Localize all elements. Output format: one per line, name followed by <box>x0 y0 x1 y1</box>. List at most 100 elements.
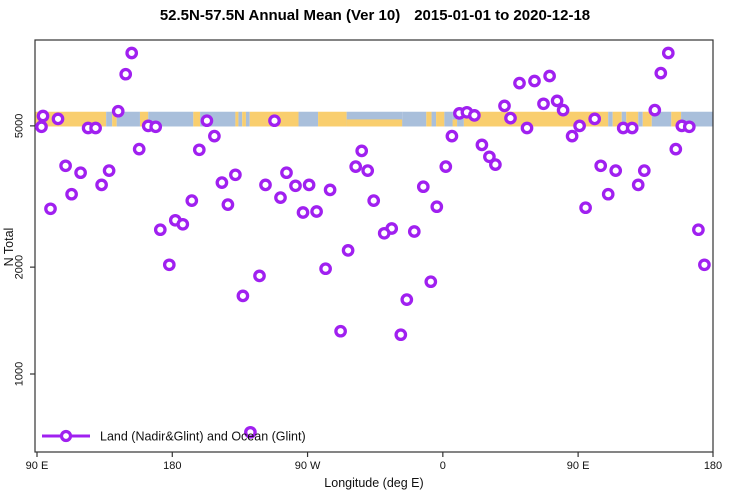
data-point <box>394 328 408 342</box>
data-point <box>200 114 214 128</box>
chart-title: 52.5N-57.5N Annual Mean (Ver 10) 2015-01-… <box>0 7 750 24</box>
map-band-segment-ocean <box>402 111 427 127</box>
data-point <box>355 144 369 158</box>
data-points <box>35 46 711 439</box>
data-point <box>310 205 323 218</box>
data-point <box>323 183 337 197</box>
y-axis-label: N Total <box>2 228 16 267</box>
map-band-segment-land <box>452 119 458 127</box>
data-point <box>692 223 705 237</box>
data-point <box>125 46 139 60</box>
map-band-segment-ocean <box>638 111 643 127</box>
y-tick-label: 1000 <box>14 362 26 386</box>
data-point <box>445 129 459 143</box>
data-point <box>520 121 534 135</box>
map-band-segment-land <box>426 111 432 127</box>
map-band-segment-land <box>112 111 117 127</box>
data-point <box>153 223 167 237</box>
data-point <box>274 191 287 204</box>
data-point <box>648 103 662 117</box>
data-point <box>289 179 302 193</box>
data-point <box>215 176 229 189</box>
map-band-segment-ocean <box>431 111 437 127</box>
map-band-segment-ocean <box>608 111 613 127</box>
data-point <box>468 109 481 122</box>
data-point <box>236 289 250 303</box>
data-point <box>176 217 190 231</box>
data-point <box>244 425 257 439</box>
x-tick-label: 180 <box>704 460 722 472</box>
data-point <box>44 202 57 216</box>
data-point <box>588 112 602 126</box>
legend-label: Land (Nadir&Glint) and Ocean (Glint) <box>100 430 306 444</box>
data-point <box>377 226 391 240</box>
map-band-segment-ocean <box>444 111 453 127</box>
data-point <box>669 142 683 156</box>
x-tick-label: 180 <box>163 460 181 472</box>
data-point <box>698 258 711 272</box>
map-band-segment-land <box>612 111 622 127</box>
map-band-segment-land <box>463 111 609 127</box>
data-point <box>483 150 496 164</box>
data-point <box>302 178 316 192</box>
map-band-segment-land <box>642 111 652 127</box>
data-point <box>132 142 146 156</box>
data-point <box>594 159 608 173</box>
chart-title-dates: 2015-01-01 to 2020-12-18 <box>414 7 591 24</box>
x-tick-label: 0 <box>440 460 446 472</box>
data-point <box>407 225 421 238</box>
data-point <box>579 201 592 215</box>
data-point <box>229 168 242 182</box>
data-point <box>416 180 430 194</box>
data-point <box>268 114 281 128</box>
axes: 90 E 180 90 W 0 90 E 180 1000 2000 5000 <box>14 39 722 472</box>
legend-marker-icon <box>59 429 73 443</box>
legend: Land (Nadir&Glint) and Ocean (Glint) <box>42 430 306 444</box>
data-point <box>334 324 347 338</box>
x-axis-label: Longitude (deg E) <box>324 476 423 490</box>
data-point <box>192 143 206 157</box>
data-point <box>625 121 639 135</box>
data-point <box>537 97 550 111</box>
data-point <box>59 159 72 173</box>
data-point <box>74 166 87 180</box>
data-point <box>550 94 564 108</box>
data-point <box>489 158 502 171</box>
data-point <box>162 258 176 272</box>
map-band-segment-ocean <box>245 111 250 127</box>
data-point <box>95 178 108 192</box>
data-point <box>573 119 586 133</box>
data-point <box>439 160 453 173</box>
data-point <box>528 74 541 88</box>
data-point <box>341 244 355 257</box>
data-point <box>65 187 78 201</box>
data-point <box>349 160 363 173</box>
data-point <box>601 187 615 201</box>
data-point <box>36 109 50 123</box>
data-point <box>221 198 235 211</box>
map-band-segment-land <box>346 119 403 127</box>
y-tick-label: 2000 <box>14 255 26 279</box>
data-point <box>319 262 332 276</box>
data-point <box>361 164 375 177</box>
data-point <box>565 129 579 143</box>
data-point <box>253 269 266 283</box>
data-point <box>296 206 310 219</box>
data-point <box>280 166 293 180</box>
data-point <box>367 194 381 207</box>
data-point <box>119 67 133 81</box>
data-point <box>475 138 489 152</box>
map-band-segment-ocean <box>298 111 319 127</box>
map-band-segment-land <box>242 111 246 127</box>
map-band-segment-land <box>671 111 682 127</box>
data-point <box>504 111 517 125</box>
map-band-segment-land <box>235 111 239 127</box>
data-point <box>424 275 438 289</box>
x-tick-label: 90 E <box>26 460 49 472</box>
data-point <box>185 194 199 207</box>
data-point <box>543 69 556 83</box>
x-tick-label: 90 W <box>295 460 321 472</box>
data-point <box>661 46 675 60</box>
